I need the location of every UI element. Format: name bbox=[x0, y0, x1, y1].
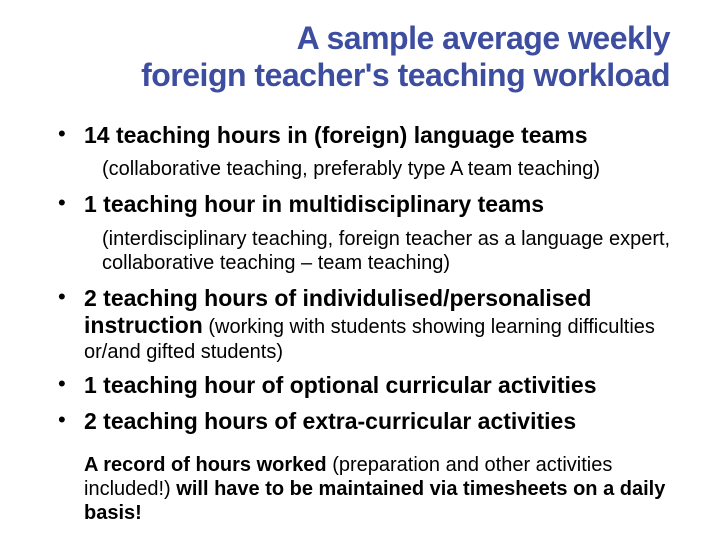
bullet-subtext: (interdisciplinary teaching, foreign tea… bbox=[102, 227, 680, 275]
bullet-head: 1 teaching hour of optional curricular a… bbox=[84, 372, 597, 398]
bullet-head: 2 teaching hours of extra-curricular act… bbox=[84, 408, 576, 434]
bullet-item: 14 teaching hours in (foreign) language … bbox=[58, 122, 680, 150]
bullet-head: 1 teaching hour in multidisciplinary tea… bbox=[84, 191, 544, 217]
bullet-item: 2 teaching hours of extra-curricular act… bbox=[58, 408, 680, 436]
slide: A sample average weekly foreign teacher'… bbox=[0, 0, 720, 540]
bullet-list: 14 teaching hours in (foreign) language … bbox=[40, 122, 680, 436]
bullet-head: 14 teaching hours in (foreign) language … bbox=[84, 122, 588, 148]
footer-bold-1: A record of hours worked bbox=[84, 454, 327, 476]
bullet-item: 1 teaching hour of optional curricular a… bbox=[58, 372, 680, 400]
bullet-item: 1 teaching hour in multidisciplinary tea… bbox=[58, 191, 680, 219]
bullet-item: 2 teaching hours of individulised/person… bbox=[58, 285, 680, 364]
title-line-1: A sample average weekly bbox=[297, 20, 670, 56]
bullet-subtext: (collaborative teaching, preferably type… bbox=[102, 157, 680, 181]
footer-note: A record of hours worked (preparation an… bbox=[40, 453, 680, 525]
title-line-2: foreign teacher's teaching workload bbox=[141, 57, 670, 93]
slide-title: A sample average weekly foreign teacher'… bbox=[40, 20, 670, 94]
